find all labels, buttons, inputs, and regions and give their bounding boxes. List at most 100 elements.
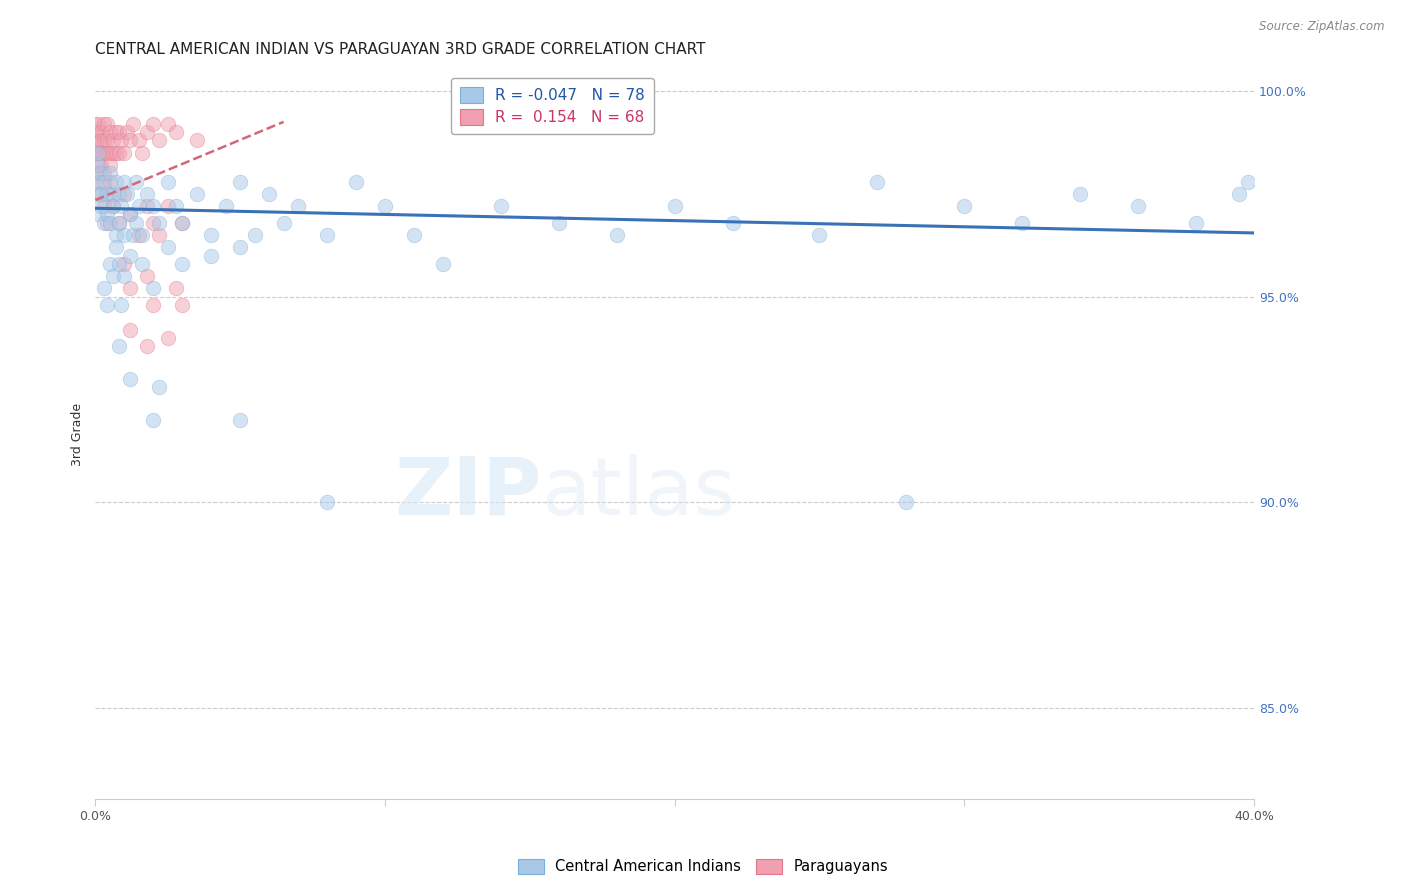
Point <box>101 269 124 284</box>
Point <box>165 125 187 139</box>
Point <box>87 117 110 131</box>
Point <box>107 339 129 353</box>
Point <box>101 199 124 213</box>
Point <box>84 145 107 160</box>
Point <box>98 186 121 201</box>
Point <box>344 174 367 188</box>
Point <box>104 145 127 160</box>
Point <box>287 199 309 213</box>
Point <box>98 158 121 172</box>
Point <box>115 125 138 139</box>
Point <box>90 186 112 201</box>
Point <box>104 227 127 242</box>
Point <box>84 174 107 188</box>
Point <box>90 125 112 139</box>
Text: atlas: atlas <box>541 454 735 532</box>
Point <box>110 133 132 147</box>
Point <box>98 257 121 271</box>
Point <box>87 158 110 172</box>
Point <box>148 133 170 147</box>
Point <box>98 216 121 230</box>
Point <box>215 199 238 213</box>
Point <box>107 257 129 271</box>
Point <box>93 117 115 131</box>
Point <box>257 186 280 201</box>
Point <box>112 257 135 271</box>
Point <box>172 257 194 271</box>
Point <box>142 281 165 295</box>
Point <box>87 186 110 201</box>
Point <box>125 174 148 188</box>
Point <box>120 323 142 337</box>
Point <box>316 495 339 509</box>
Point <box>87 125 110 139</box>
Point <box>156 174 179 188</box>
Point <box>128 227 150 242</box>
Point <box>93 174 115 188</box>
Point <box>87 158 110 172</box>
Text: Source: ZipAtlas.com: Source: ZipAtlas.com <box>1260 20 1385 33</box>
Point <box>1185 216 1208 230</box>
Point <box>200 227 222 242</box>
Point <box>84 117 107 131</box>
Point <box>122 117 145 131</box>
Point <box>96 216 118 230</box>
Point <box>229 174 252 188</box>
Text: ZIP: ZIP <box>394 454 541 532</box>
Point <box>896 495 918 509</box>
Point <box>112 174 135 188</box>
Point <box>200 249 222 263</box>
Point <box>131 227 153 242</box>
Point <box>142 413 165 427</box>
Point <box>165 199 187 213</box>
Point <box>664 199 686 213</box>
Point <box>120 372 142 386</box>
Point <box>229 413 252 427</box>
Point <box>148 227 170 242</box>
Point <box>721 216 744 230</box>
Point <box>101 133 124 147</box>
Point <box>131 257 153 271</box>
Point <box>120 133 142 147</box>
Point <box>1237 174 1260 188</box>
Point <box>316 227 339 242</box>
Point <box>107 145 129 160</box>
Point <box>165 281 187 295</box>
Point <box>156 331 179 345</box>
Point <box>90 186 112 201</box>
Point <box>107 216 129 230</box>
Point <box>90 133 112 147</box>
Point <box>93 216 115 230</box>
Point <box>101 199 124 213</box>
Point <box>87 166 110 180</box>
Point <box>87 207 110 221</box>
Point <box>1126 199 1149 213</box>
Point <box>90 158 112 172</box>
Point <box>136 186 159 201</box>
Point <box>84 133 107 147</box>
Point <box>172 298 194 312</box>
Point <box>142 298 165 312</box>
Point <box>606 227 628 242</box>
Point <box>98 174 121 188</box>
Point <box>866 174 889 188</box>
Point <box>489 199 512 213</box>
Point <box>128 133 150 147</box>
Point <box>87 145 110 160</box>
Point <box>93 166 115 180</box>
Point <box>115 186 138 201</box>
Point <box>90 199 112 213</box>
Point <box>136 199 159 213</box>
Point <box>112 269 135 284</box>
Point <box>172 216 194 230</box>
Text: CENTRAL AMERICAN INDIAN VS PARAGUAYAN 3RD GRADE CORRELATION CHART: CENTRAL AMERICAN INDIAN VS PARAGUAYAN 3R… <box>96 42 706 57</box>
Point <box>90 145 112 160</box>
Point <box>1069 186 1091 201</box>
Point <box>98 145 121 160</box>
Point <box>90 166 112 180</box>
Point <box>172 216 194 230</box>
Point <box>87 145 110 160</box>
Point <box>93 133 115 147</box>
Point <box>808 227 831 242</box>
Legend: Central American Indians, Paraguayans: Central American Indians, Paraguayans <box>512 853 894 880</box>
